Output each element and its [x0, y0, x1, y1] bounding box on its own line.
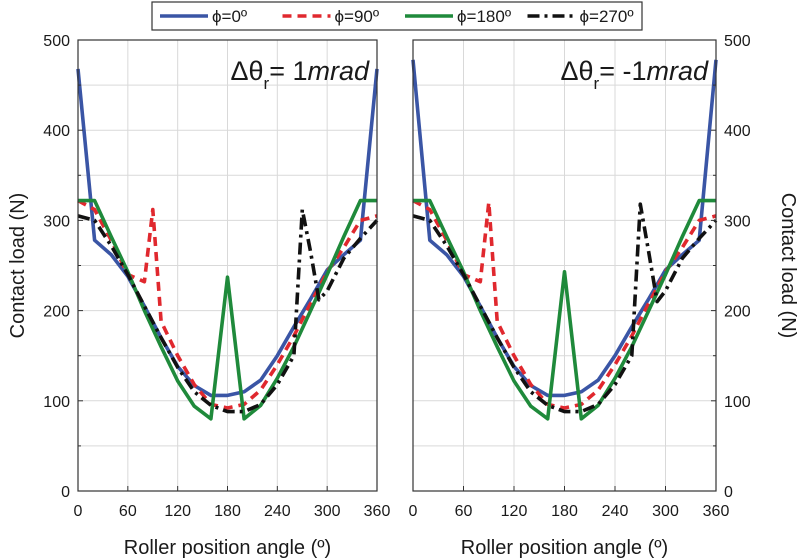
y-tick-label: 300: [724, 213, 751, 230]
legend: ϕ=0º ϕ=90º ϕ=180º ϕ=270º: [151, 1, 643, 31]
y-tick-label: 0: [724, 484, 733, 501]
x-tick-label: 300: [652, 503, 679, 520]
x-tick-label: 360: [703, 503, 730, 520]
legend-label-4: ϕ=270º: [580, 7, 634, 26]
series-line-270deg: [77, 207, 379, 414]
x-tick-label: 60: [455, 503, 473, 520]
x-tick-label: 240: [602, 503, 629, 520]
y-tick-label: 200: [724, 304, 751, 321]
annotation-value: = 1: [269, 56, 307, 86]
offset-annotation: Δθr= 1mrad: [230, 56, 370, 93]
x-tick-label: 120: [164, 503, 191, 520]
x-tick-label: 360: [364, 503, 391, 520]
x-tick-label: 0: [409, 503, 418, 520]
series-line-270deg: [412, 202, 718, 414]
annotation-subscript: r: [264, 74, 270, 93]
annotation-symbol: Δθ: [230, 56, 263, 86]
annotation-symbol: Δθ: [560, 56, 593, 86]
y-axis-title: Contact load (N): [7, 193, 29, 339]
right-panel: 0 60 120 180 240 300 360 0 100 200 300 400 500 Roller…: [409, 33, 799, 559]
left-panel: 0 60 120 180 240 300 360 0 100 200 300 400 500 Roller…: [7, 33, 390, 559]
y-tick-label: 100: [43, 394, 70, 411]
y-tick-label: 0: [61, 484, 70, 501]
y-tick-label: 200: [43, 304, 70, 321]
legend-label-2: ϕ=90º: [335, 7, 380, 26]
y-axis-title: Contact load (N): [777, 193, 799, 339]
x-tick-label: 180: [214, 503, 241, 520]
offset-annotation: Δθr= -1mrad: [560, 56, 709, 93]
legend-label-3: ϕ=180º: [457, 7, 511, 26]
annotation-subscript: r: [594, 74, 600, 93]
x-tick-label: 180: [551, 503, 578, 520]
x-tick-label: 120: [501, 503, 528, 520]
y-tick-label: 400: [43, 123, 70, 140]
y-tick-label: 500: [43, 33, 70, 50]
y-tick-label: 100: [724, 394, 751, 411]
y-tick-label: 300: [43, 213, 70, 230]
x-tick-label: 60: [119, 503, 137, 520]
x-tick-label: 240: [264, 503, 291, 520]
annotation-unit: mrad: [646, 56, 708, 86]
x-tick-label: 300: [314, 503, 341, 520]
y-tick-label: 400: [724, 123, 751, 140]
y-tick-label: 500: [724, 33, 751, 50]
x-tick-label: 0: [74, 503, 83, 520]
x-axis-title: Roller position angle (º): [461, 537, 668, 559]
legend-label-1: ϕ=0º: [212, 7, 247, 26]
annotation-value: = -1: [599, 56, 646, 86]
x-axis-title: Roller position angle (º): [124, 537, 331, 559]
annotation-unit: mrad: [307, 56, 369, 86]
